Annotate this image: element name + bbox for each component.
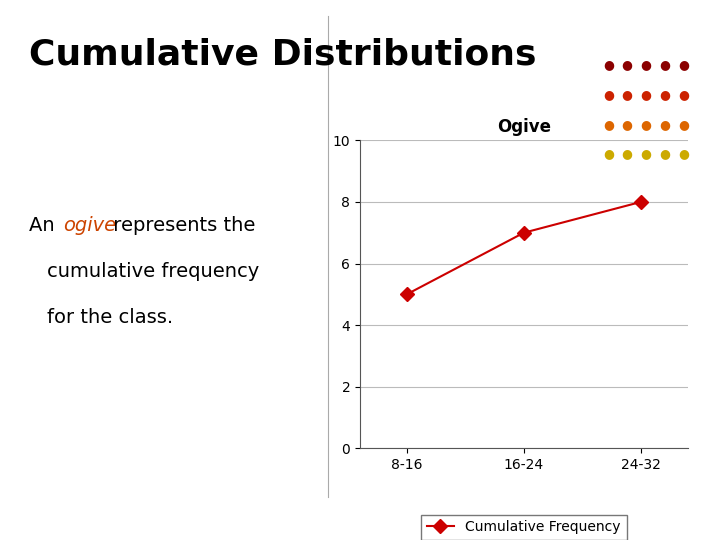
- Text: ●: ●: [603, 118, 614, 131]
- Text: ●: ●: [659, 88, 670, 101]
- Text: ●: ●: [640, 58, 652, 71]
- Text: ●: ●: [603, 88, 614, 101]
- Text: ●: ●: [659, 58, 670, 71]
- Text: ●: ●: [678, 118, 689, 131]
- Text: ●: ●: [621, 147, 633, 160]
- Text: Cumulative Distributions: Cumulative Distributions: [29, 38, 536, 72]
- Text: ●: ●: [621, 58, 633, 71]
- Text: ogive: ogive: [63, 216, 116, 235]
- Text: ●: ●: [640, 147, 652, 160]
- Text: ●: ●: [621, 118, 633, 131]
- Text: ●: ●: [659, 147, 670, 160]
- Title: Ogive: Ogive: [497, 118, 551, 136]
- Text: ●: ●: [678, 147, 689, 160]
- Text: ●: ●: [603, 58, 614, 71]
- Text: for the class.: for the class.: [47, 308, 173, 327]
- Text: cumulative frequency: cumulative frequency: [47, 262, 259, 281]
- Text: ●: ●: [640, 118, 652, 131]
- Text: ●: ●: [621, 88, 633, 101]
- Text: ●: ●: [678, 88, 689, 101]
- Text: ●: ●: [603, 147, 614, 160]
- Legend: Cumulative Frequency: Cumulative Frequency: [421, 515, 626, 540]
- Text: ●: ●: [659, 118, 670, 131]
- Text: An: An: [29, 216, 60, 235]
- Text: ●: ●: [640, 88, 652, 101]
- Text: ●: ●: [678, 58, 689, 71]
- Text: represents the: represents the: [107, 216, 255, 235]
